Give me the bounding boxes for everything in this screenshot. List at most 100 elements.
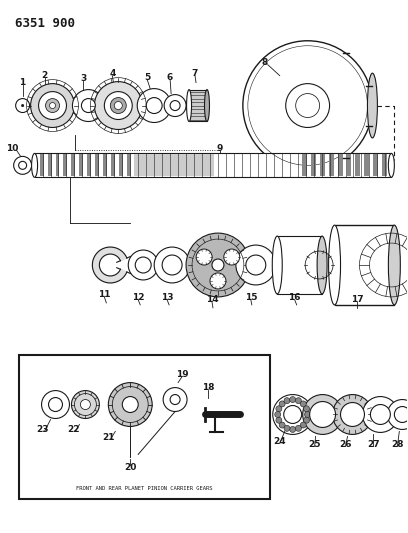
Bar <box>64 155 67 176</box>
Circle shape <box>39 92 67 119</box>
Text: 28: 28 <box>391 440 404 449</box>
Ellipse shape <box>31 154 38 177</box>
Text: 19: 19 <box>176 370 188 379</box>
Circle shape <box>49 398 62 411</box>
Circle shape <box>46 99 60 112</box>
Circle shape <box>137 88 171 123</box>
Bar <box>134 155 214 176</box>
Text: 3: 3 <box>80 74 86 83</box>
Circle shape <box>276 417 282 423</box>
Bar <box>48 155 51 176</box>
Text: 8: 8 <box>262 58 268 67</box>
Circle shape <box>94 82 142 130</box>
Bar <box>382 155 387 176</box>
Circle shape <box>290 426 296 432</box>
Circle shape <box>341 402 364 426</box>
Bar <box>189 90 207 122</box>
Ellipse shape <box>368 73 377 138</box>
Circle shape <box>286 84 330 127</box>
Circle shape <box>224 249 240 265</box>
Polygon shape <box>92 247 127 283</box>
Bar <box>87 155 91 176</box>
Bar <box>310 155 316 176</box>
Ellipse shape <box>204 90 209 122</box>
Text: 13: 13 <box>161 293 173 302</box>
Bar <box>319 155 325 176</box>
Circle shape <box>146 98 162 114</box>
Circle shape <box>82 99 95 112</box>
Bar <box>373 155 378 176</box>
Circle shape <box>42 391 69 418</box>
Circle shape <box>304 417 310 423</box>
Bar <box>80 155 83 176</box>
Text: 1: 1 <box>20 78 26 87</box>
Text: 24: 24 <box>273 437 286 446</box>
Ellipse shape <box>186 90 191 122</box>
Text: FRONT AND REAR PLANET PINION CARRIER GEARS: FRONT AND REAR PLANET PINION CARRIER GEA… <box>76 486 213 491</box>
Text: 5: 5 <box>144 73 150 82</box>
Text: 6351 900: 6351 900 <box>15 17 75 30</box>
Circle shape <box>300 401 306 407</box>
Circle shape <box>31 84 74 127</box>
Ellipse shape <box>328 225 341 305</box>
Bar <box>103 155 107 176</box>
Circle shape <box>395 407 408 423</box>
Bar <box>111 155 115 176</box>
Text: 23: 23 <box>36 425 49 434</box>
Circle shape <box>333 394 373 434</box>
Text: 12: 12 <box>132 293 144 302</box>
Circle shape <box>49 102 55 109</box>
Bar <box>335 225 395 305</box>
Circle shape <box>246 255 266 275</box>
Bar <box>55 155 60 176</box>
Text: 9: 9 <box>217 144 223 153</box>
Bar <box>40 155 44 176</box>
Circle shape <box>279 422 285 428</box>
Circle shape <box>170 394 180 405</box>
Bar <box>337 155 343 176</box>
Text: 14: 14 <box>206 295 218 304</box>
Circle shape <box>110 98 126 114</box>
Circle shape <box>295 398 302 403</box>
Bar <box>364 155 369 176</box>
Circle shape <box>236 245 276 285</box>
Circle shape <box>310 401 335 427</box>
Text: 27: 27 <box>367 440 380 449</box>
Text: 17: 17 <box>351 295 364 304</box>
Circle shape <box>210 273 226 289</box>
Circle shape <box>164 94 186 117</box>
Circle shape <box>243 41 373 171</box>
Circle shape <box>13 156 31 174</box>
Circle shape <box>114 102 122 110</box>
Bar <box>35 154 391 177</box>
Circle shape <box>104 92 132 119</box>
Text: 21: 21 <box>102 433 115 442</box>
Circle shape <box>370 405 390 424</box>
Text: 11: 11 <box>98 290 111 300</box>
Bar <box>127 155 131 176</box>
Circle shape <box>305 411 310 417</box>
Circle shape <box>154 247 190 283</box>
Text: 18: 18 <box>202 383 214 392</box>
Bar <box>328 155 334 176</box>
Circle shape <box>362 397 398 432</box>
Circle shape <box>284 406 302 423</box>
Bar <box>19 354 270 499</box>
Circle shape <box>304 406 310 412</box>
Circle shape <box>122 397 138 413</box>
Circle shape <box>128 250 158 280</box>
Text: 6: 6 <box>167 73 173 82</box>
Ellipse shape <box>272 236 282 294</box>
Circle shape <box>196 249 212 265</box>
Circle shape <box>387 400 408 430</box>
Circle shape <box>135 257 151 273</box>
Circle shape <box>296 94 319 117</box>
Circle shape <box>284 425 290 431</box>
Text: 22: 22 <box>67 425 80 434</box>
Text: 2: 2 <box>42 71 48 80</box>
Circle shape <box>279 401 285 407</box>
Text: 7: 7 <box>192 69 198 78</box>
Bar <box>355 155 360 176</box>
Text: 15: 15 <box>244 293 257 302</box>
Text: 16: 16 <box>288 293 301 302</box>
